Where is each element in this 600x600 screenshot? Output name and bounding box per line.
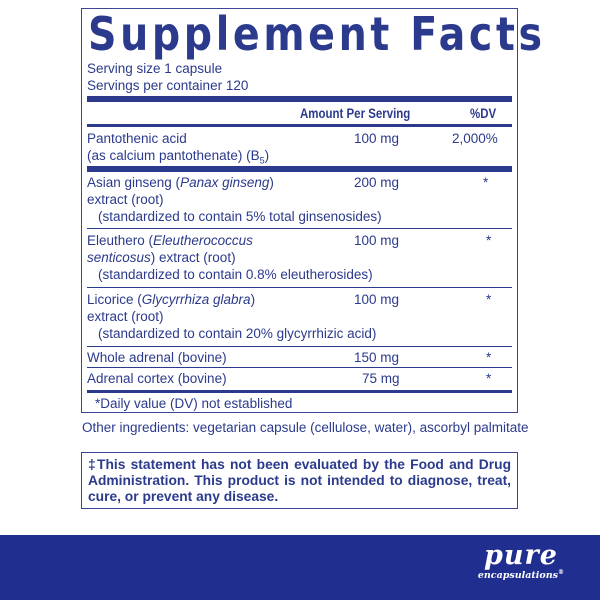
ingredient-form: senticosus) extract (root)	[87, 249, 236, 266]
divider	[87, 124, 512, 127]
footnote: *Daily value (DV) not established	[95, 396, 293, 411]
t: )	[250, 292, 256, 307]
amount: 100 mg	[354, 233, 400, 248]
dv: *	[483, 175, 489, 190]
t: )	[269, 175, 274, 190]
ingredient-form: extract (root)	[87, 192, 164, 207]
amount: 100 mg	[354, 131, 400, 146]
latin: senticosus	[87, 250, 151, 265]
subscript: 5	[259, 155, 265, 166]
brand-logo: pure encapsulations®	[478, 540, 564, 581]
brand-footer: pure encapsulations®	[0, 535, 600, 600]
latin: Eleutherococcus	[153, 233, 253, 248]
t: ) extract (root)	[150, 250, 236, 265]
ingredient-name: Whole adrenal (bovine)	[87, 350, 227, 365]
dv: *	[486, 350, 492, 365]
registered-mark: ®	[558, 569, 564, 576]
ingredient-name: Adrenal cortex (bovine)	[87, 371, 227, 386]
ingredient-name: Eleuthero (Eleutherococcus	[87, 232, 253, 249]
divider	[87, 390, 512, 393]
ingredient-form: extract (root)	[87, 309, 164, 324]
panel-title: Supplement Facts	[88, 7, 546, 61]
ingredient-form: (as calcium pantothenate) (B5)	[87, 147, 269, 170]
amount: 75 mg	[362, 371, 400, 386]
standardization: (standardized to contain 0.8% eleutheros…	[98, 267, 373, 282]
divider	[87, 287, 512, 288]
logo-sub: encapsulations®	[478, 569, 564, 581]
amount-header: Amount Per Serving	[300, 106, 411, 121]
latin: Panax ginseng	[180, 175, 270, 190]
divider	[87, 96, 512, 102]
ingredient-name: Asian ginseng (Panax ginseng)	[87, 174, 274, 191]
divider	[87, 166, 512, 172]
divider	[87, 367, 512, 368]
ingredient-name: Pantothenic acid	[87, 131, 187, 146]
form-text: (as calcium pantothenate) (B	[87, 148, 260, 163]
dv-header: %DV	[470, 106, 497, 121]
servings-per-container: Servings per container 120	[87, 78, 249, 93]
divider	[87, 346, 512, 347]
logo-name: pure	[483, 540, 558, 571]
other-ingredients: Other ingredients: vegetarian capsule (c…	[82, 420, 529, 435]
divider	[87, 228, 512, 229]
t: Asian ginseng (	[87, 175, 181, 190]
dv: 2,000%	[452, 131, 498, 146]
form-end: )	[264, 148, 270, 163]
dv: *	[486, 233, 492, 248]
logo-sub-text: encapsulations	[477, 570, 558, 582]
latin: Glycyrrhiza glabra	[141, 292, 251, 307]
dv: *	[486, 292, 492, 307]
amount: 100 mg	[354, 292, 400, 307]
fda-statement: ‡This statement has not been evaluated b…	[81, 452, 518, 509]
t: Licorice (	[87, 292, 142, 307]
standardization: (standardized to contain 20% glycyrrhizi…	[98, 326, 377, 341]
t: Eleuthero (	[87, 233, 154, 248]
amount: 150 mg	[354, 350, 400, 365]
supplement-facts-panel: Supplement Facts Serving size 1 capsule …	[81, 8, 542, 413]
standardization: (standardized to contain 5% total ginsen…	[98, 209, 382, 224]
serving-size: Serving size 1 capsule	[87, 61, 223, 76]
dv: *	[486, 371, 492, 386]
amount: 200 mg	[354, 175, 400, 190]
ingredient-name: Licorice (Glycyrrhiza glabra)	[87, 291, 255, 308]
